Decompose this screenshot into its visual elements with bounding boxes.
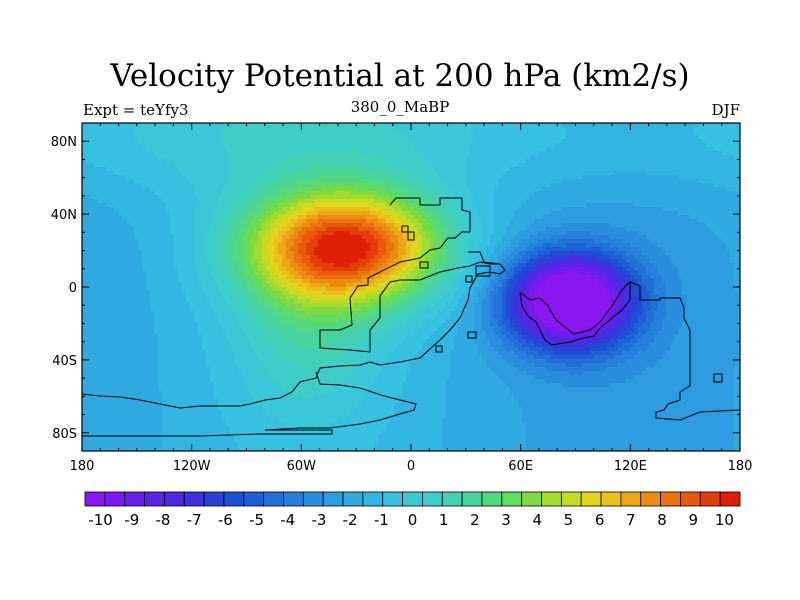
coastline-africa-europe bbox=[82, 197, 506, 409]
x-tick-label: 120W bbox=[173, 459, 211, 474]
colorbar-label: 0 bbox=[408, 511, 418, 529]
colorbar-swatch bbox=[441, 491, 463, 507]
y-tick-label: 80S bbox=[52, 427, 77, 442]
colorbar-swatch bbox=[600, 491, 622, 507]
colorbar-swatch bbox=[104, 491, 126, 507]
coastlines bbox=[82, 197, 740, 437]
colorbar-label: -7 bbox=[187, 511, 202, 529]
y-tick-label: 40S bbox=[52, 354, 77, 369]
colorbar-swatch bbox=[243, 491, 265, 507]
colorbar-swatch bbox=[283, 491, 304, 507]
colorbar-labels: -10 -9 -8 -7 -6 -5 -4 -3 -2 -1 0 1 2 3 4 5 6 7 8 9 10 bbox=[88, 511, 734, 529]
colorbar-swatch bbox=[124, 491, 145, 507]
colorbar-label: 8 bbox=[657, 511, 667, 529]
colorbar-swatch bbox=[163, 491, 185, 507]
x-tick-label: 0 bbox=[407, 459, 415, 474]
colorbar-swatch bbox=[501, 491, 523, 507]
island-2 bbox=[407, 231, 415, 241]
colorbar-swatch bbox=[699, 491, 721, 507]
coastline-asia-australia bbox=[519, 280, 631, 346]
colorbar-swatch bbox=[461, 491, 483, 507]
colorbar-swatch bbox=[680, 491, 701, 507]
colorbar-swatch bbox=[183, 491, 205, 507]
colorbar-label: 2 bbox=[470, 511, 480, 529]
colorbar-label: -6 bbox=[218, 511, 233, 529]
x-tick-label: 180 bbox=[70, 459, 95, 474]
colorbar-swatch bbox=[302, 491, 324, 507]
colorbar-label: -8 bbox=[155, 511, 170, 529]
colorbar-swatch bbox=[580, 491, 602, 507]
colorbar-swatch bbox=[263, 491, 284, 507]
colorbar-swatch bbox=[719, 491, 741, 507]
colorbar-swatch bbox=[521, 491, 542, 507]
chart-title: Velocity Potential at 200 hPa (km2/s) bbox=[110, 58, 690, 94]
colorbar-swatch bbox=[541, 491, 562, 507]
y-tick-label: 0 bbox=[69, 281, 77, 296]
y-tick-label: 40N bbox=[51, 208, 77, 223]
colorbar-label: 6 bbox=[595, 511, 605, 529]
island-1 bbox=[401, 225, 409, 233]
colorbar-label: -5 bbox=[249, 511, 264, 529]
period-label: 380_0_MaBP bbox=[350, 98, 450, 116]
island-3 bbox=[419, 261, 429, 269]
colorbar-swatch bbox=[322, 491, 344, 507]
colorbar-swatch bbox=[660, 491, 681, 507]
x-tick-label: 120E bbox=[614, 459, 647, 474]
colorbar-swatch bbox=[203, 491, 225, 507]
colorbar-swatch bbox=[481, 491, 503, 507]
colorbar-label: 1 bbox=[439, 511, 449, 529]
colorbar-swatch bbox=[640, 491, 662, 507]
colorbar-label: 9 bbox=[688, 511, 698, 529]
colorbar-label: -1 bbox=[374, 511, 389, 529]
colorbar-swatch bbox=[223, 491, 245, 507]
island-8 bbox=[475, 265, 491, 277]
colorbar-label: -2 bbox=[343, 511, 358, 529]
x-tick-label: 60W bbox=[287, 459, 317, 474]
colorbar-swatch bbox=[144, 491, 165, 507]
season-label: DJF bbox=[711, 101, 740, 119]
colorbar-label: 7 bbox=[626, 511, 636, 529]
y-tick-label: 80N bbox=[51, 135, 77, 150]
velocity-potential-field bbox=[82, 123, 740, 451]
island-4 bbox=[435, 345, 443, 353]
colorbar-swatch bbox=[560, 491, 582, 507]
colorbar-swatch bbox=[382, 491, 403, 507]
colorbar-swatch bbox=[402, 491, 423, 507]
colorbar-label: 3 bbox=[501, 511, 511, 529]
colorbar-label: 10 bbox=[715, 511, 734, 529]
colorbar-label: 4 bbox=[532, 511, 542, 529]
coastline-antarctic bbox=[82, 429, 333, 437]
coastline-north-1 bbox=[468, 251, 501, 265]
colorbar-label: -9 bbox=[124, 511, 139, 529]
x-tick-label: 60E bbox=[508, 459, 533, 474]
coastline-americas bbox=[264, 371, 417, 431]
colorbar-swatch bbox=[84, 491, 106, 507]
axis-ticks bbox=[81, 122, 741, 452]
axis-tick-labels: 180 120W 60W 0 60E 120E 180 80N 40N 0 40S 80S bbox=[51, 135, 753, 474]
coastline-pacific bbox=[629, 281, 740, 421]
x-tick-label: 180 bbox=[728, 459, 753, 474]
island-7 bbox=[713, 373, 723, 383]
colorbar-swatch bbox=[620, 491, 642, 507]
colorbar-label: -4 bbox=[280, 511, 295, 529]
experiment-label: Expt = teYfy3 bbox=[83, 101, 189, 119]
colorbar-swatch bbox=[362, 491, 384, 507]
island-6 bbox=[467, 331, 477, 339]
colorbar-swatch bbox=[422, 491, 443, 507]
colorbar-label: 5 bbox=[564, 511, 574, 529]
island-5 bbox=[465, 275, 473, 283]
colorbar bbox=[84, 491, 741, 507]
colorbar-label: -3 bbox=[311, 511, 326, 529]
colorbar-label: -10 bbox=[88, 511, 113, 529]
colorbar-swatch bbox=[342, 491, 364, 507]
